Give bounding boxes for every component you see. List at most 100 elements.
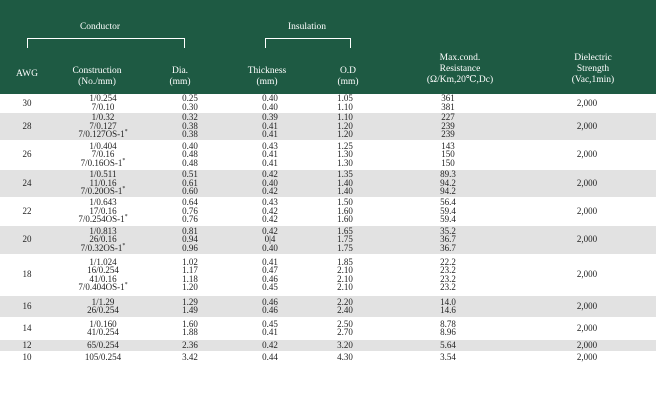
dielectric-cell: 2,000 bbox=[518, 339, 656, 352]
dia-cell: 0.25 0.30 bbox=[152, 94, 228, 113]
resistance-cell: 8.78 8.96 bbox=[378, 317, 518, 340]
od-cell: 1.10 1.20 1.20 bbox=[312, 112, 378, 141]
construction-header: Construction (No./mm) bbox=[72, 66, 122, 87]
resistance-cell: 227 239 239 bbox=[378, 112, 518, 141]
dielectric-cell: 2,000 bbox=[518, 197, 656, 226]
dielectric-cell: 2,000 bbox=[518, 94, 656, 113]
thickness-cell: 0.40 0.40 bbox=[228, 94, 312, 113]
awg-header: AWG bbox=[16, 69, 38, 79]
thickness-cell: 0.43 0.42 0.42 bbox=[228, 197, 312, 226]
table-row: 16 1/1.29 26/0.254 1.29 1.49 0.46 0.46 2.20 … bbox=[0, 295, 656, 318]
dielectric-header: Dielectric Strength (Vac,1min) bbox=[571, 53, 615, 85]
awg-cell: 10 bbox=[0, 351, 54, 364]
construction-cell: 1/0.160 41/0.254 bbox=[54, 317, 152, 340]
awg-cell: 18 bbox=[0, 254, 54, 296]
resistance-cell: 89.3 94.2 94.2 bbox=[378, 169, 518, 198]
specs-table: 30 1/0.254 7/0.10 0.25 0.30 0.40 0.40 1.05 1… bbox=[0, 94, 656, 364]
dia-cell: 2.36 bbox=[152, 339, 228, 352]
table-row: 20 1/0.813 26/0.16 7/0.32OS-1* 0.81 0.94 0… bbox=[0, 225, 656, 255]
dielectric-cell: 2,000 bbox=[518, 112, 656, 141]
awg-cell: 28 bbox=[0, 112, 54, 141]
awg-cell: 20 bbox=[0, 225, 54, 255]
awg-cell: 12 bbox=[0, 339, 54, 352]
dia-cell: 1.29 1.49 bbox=[152, 295, 228, 318]
dia-cell: 0.81 0.94 0.96 bbox=[152, 225, 228, 255]
dielectric-cell: 2,000 bbox=[518, 295, 656, 318]
dielectric-cell: 2,000 bbox=[518, 225, 656, 255]
thickness-cell: 0.42 bbox=[228, 339, 312, 352]
od-cell: 4.30 bbox=[312, 351, 378, 364]
dielectric-cell: 2,000 bbox=[518, 169, 656, 198]
thickness-cell: 0.46 0.46 bbox=[228, 295, 312, 318]
table-row: 26 1/0.404 7/0.16 7/0.16OS-1* 0.40 0.48 0.… bbox=[0, 140, 656, 170]
resistance-cell: 3.54 bbox=[378, 351, 518, 364]
thickness-cell: 0.43 0.41 0.41 bbox=[228, 140, 312, 170]
od-header: O.D (mm) bbox=[337, 66, 359, 87]
dielectric-cell: 2,000 bbox=[518, 140, 656, 170]
resistance-cell: 35.2 36.7 36.7 bbox=[378, 225, 518, 255]
table-row: 22 1/0.643 17/0.16 7/0.254OS-1* 0.64 0.76 … bbox=[0, 197, 656, 226]
od-cell: 2.20 2.40 bbox=[312, 295, 378, 318]
construction-cell: 1/0.404 7/0.16 7/0.16OS-1* bbox=[54, 140, 152, 170]
thickness-cell: 0.42 0.40 0.42 bbox=[228, 169, 312, 198]
od-cell: 1.35 1.40 1.40 bbox=[312, 169, 378, 198]
dia-cell: 0.40 0.48 0.48 bbox=[152, 140, 228, 170]
table-row: 28 1/0.32 7/0.127 7/0.127OS-1* 0.32 0.38 0… bbox=[0, 112, 656, 141]
awg-cell: 22 bbox=[0, 197, 54, 226]
thickness-cell: 0.45 0.41 bbox=[228, 317, 312, 340]
table-row: 14 1/0.160 41/0.254 1.60 1.88 0.45 0.41 2.50… bbox=[0, 317, 656, 340]
resistance-header: Max.cond. Resistance (Ω/Km,20℃,Dc) bbox=[426, 53, 494, 85]
awg-cell: 26 bbox=[0, 140, 54, 170]
thickness-cell: 0.41 0.47 0.46 0.45 bbox=[228, 254, 312, 296]
awg-cell: 24 bbox=[0, 169, 54, 198]
resistance-cell: 361 381 bbox=[378, 94, 518, 113]
awg-cell: 30 bbox=[0, 94, 54, 113]
construction-cell: 1/1.29 26/0.254 bbox=[54, 295, 152, 318]
thickness-cell: 0.44 bbox=[228, 351, 312, 364]
table-row: 10 105/0.254 3.42 0.44 4.30 3.54 2,000 bbox=[0, 351, 656, 364]
od-cell: 1.25 1.30 1.30 bbox=[312, 140, 378, 170]
resistance-cell: 5.64 bbox=[378, 339, 518, 352]
construction-cell: 1/0.254 7/0.10 bbox=[54, 94, 152, 113]
construction-cell: 105/0.254 bbox=[54, 351, 152, 364]
od-cell: 1.65 1.75 1.75 bbox=[312, 225, 378, 255]
construction-cell: 1/0.813 26/0.16 7/0.32OS-1* bbox=[54, 225, 152, 255]
resistance-cell: 22.2 23.2 23.2 23.2 bbox=[378, 254, 518, 296]
table-row: 24 1/0.511 11/0.16 7/0.20OS-1* 0.51 0.61 0… bbox=[0, 169, 656, 198]
table-row: 12 65/0.254 2.36 0.42 3.20 5.64 2,000 bbox=[0, 339, 656, 352]
awg-cell: 16 bbox=[0, 295, 54, 318]
dielectric-cell: 2,000 bbox=[518, 254, 656, 296]
table-header: Conductor Insulation AWG Construction (N… bbox=[0, 0, 656, 94]
dia-cell: 0.64 0.76 0.76 bbox=[152, 197, 228, 226]
construction-cell: 1/0.643 17/0.16 7/0.254OS-1* bbox=[54, 197, 152, 226]
od-cell: 2.50 2.70 bbox=[312, 317, 378, 340]
resistance-cell: 56.4 59.4 59.4 bbox=[378, 197, 518, 226]
dia-header: Dia. (mm) bbox=[169, 66, 191, 87]
conductor-group-label: Conductor bbox=[79, 22, 121, 32]
table-row: 30 1/0.254 7/0.10 0.25 0.30 0.40 0.40 1.05 1… bbox=[0, 94, 656, 113]
od-cell: 3.20 bbox=[312, 339, 378, 352]
dia-cell: 3.42 bbox=[152, 351, 228, 364]
thickness-header: Thickness (mm) bbox=[247, 66, 287, 87]
awg-cell: 14 bbox=[0, 317, 54, 340]
resistance-cell: 14.0 14.6 bbox=[378, 295, 518, 318]
dia-cell: 0.51 0.61 0.60 bbox=[152, 169, 228, 198]
insulation-group-label: Insulation bbox=[288, 22, 326, 32]
construction-cell: 1/0.32 7/0.127 7/0.127OS-1* bbox=[54, 112, 152, 141]
conductor-bracket bbox=[27, 38, 185, 48]
dia-cell: 1.02 1.17 1.18 1.20 bbox=[152, 254, 228, 296]
table-row: 18 1/1.024 16/0.254 41/0.16 7/0.404OS-1* 1… bbox=[0, 254, 656, 296]
dielectric-cell: 2,000 bbox=[518, 317, 656, 340]
dielectric-cell: 2,000 bbox=[518, 351, 656, 364]
dia-cell: 1.60 1.88 bbox=[152, 317, 228, 340]
insulation-bracket bbox=[265, 38, 351, 48]
thickness-cell: 0.39 0.41 0.41 bbox=[228, 112, 312, 141]
od-cell: 1.50 1.60 1.60 bbox=[312, 197, 378, 226]
od-cell: 1.85 2.10 2.10 2.10 bbox=[312, 254, 378, 296]
dia-cell: 0.32 0.38 0.38 bbox=[152, 112, 228, 141]
thickness-cell: 0.42 0|4 0.40 bbox=[228, 225, 312, 255]
construction-cell: 65/0.254 bbox=[54, 339, 152, 352]
specs-table-body: 30 1/0.254 7/0.10 0.25 0.30 0.40 0.40 1.05 1… bbox=[0, 94, 656, 364]
construction-cell: 1/0.511 11/0.16 7/0.20OS-1* bbox=[54, 169, 152, 198]
resistance-cell: 143 150 150 bbox=[378, 140, 518, 170]
